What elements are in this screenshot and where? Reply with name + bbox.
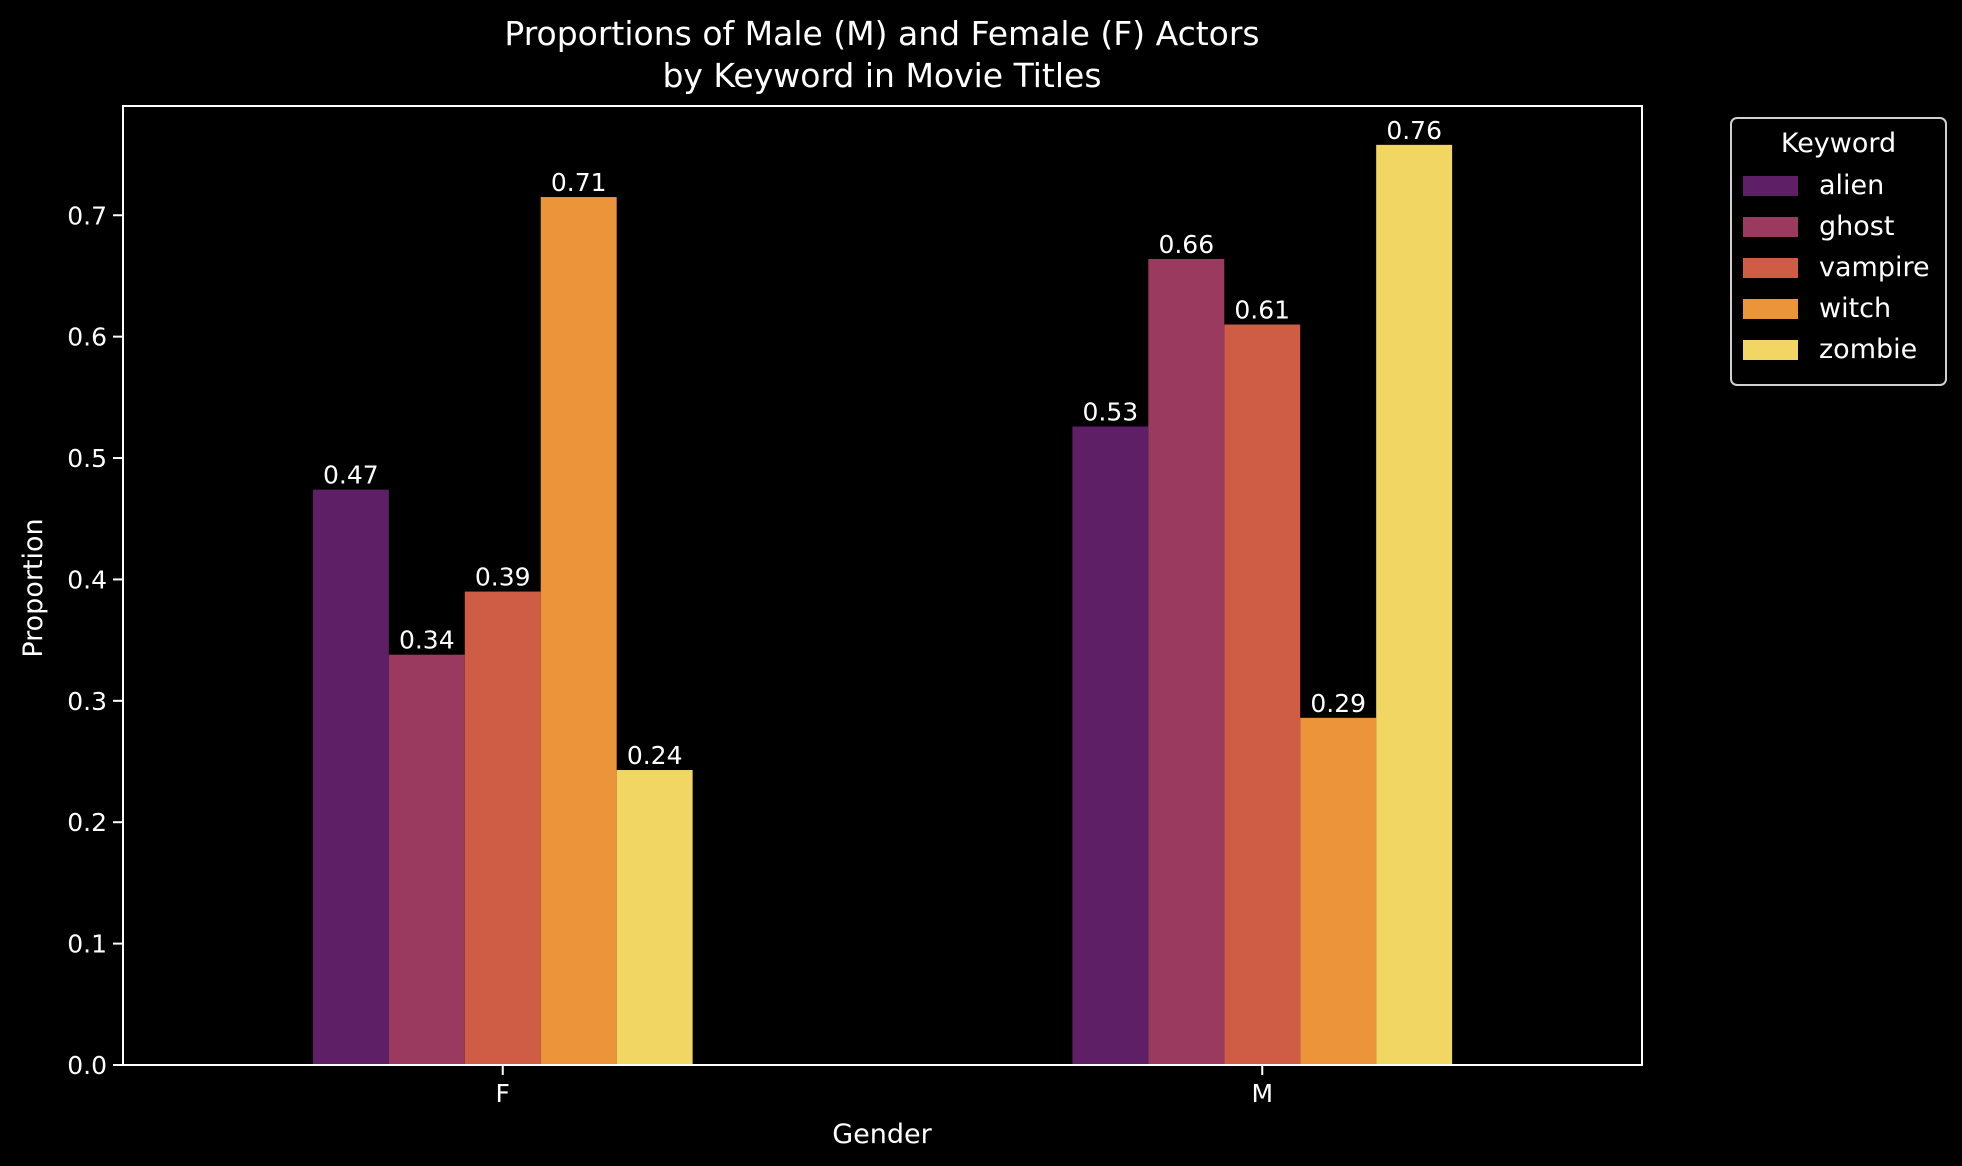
bar-vampire-M: [1224, 324, 1301, 1065]
data-label-ghost-M: 0.66: [1158, 230, 1214, 259]
plot-frame: [122, 105, 1643, 1066]
legend-label-zombie: zombie: [1819, 334, 1917, 365]
bar-alien-F: [312, 489, 389, 1066]
data-label-vampire-F: 0.39: [475, 563, 531, 592]
bar-witch-F: [540, 197, 617, 1065]
chart-title-line-2: by Keyword in Movie Titles: [662, 56, 1101, 95]
data-label-alien-F: 0.47: [323, 461, 379, 490]
data-label-zombie-M: 0.76: [1386, 116, 1442, 145]
x-tick-label: F: [496, 1079, 510, 1108]
data-label-alien-M: 0.53: [1083, 397, 1139, 426]
bar-zombie-M: [1376, 144, 1453, 1065]
data-label-zombie-F: 0.24: [627, 741, 683, 770]
data-label-witch-F: 0.71: [551, 168, 607, 197]
y-tick-label: 0.2: [67, 808, 107, 837]
legend-swatch-witch: [1743, 299, 1798, 319]
legend-label-witch: witch: [1819, 293, 1891, 324]
legend-swatch-ghost: [1743, 217, 1798, 237]
y-tick-label: 0.7: [67, 201, 107, 230]
legend-swatch-zombie: [1743, 340, 1798, 360]
bar-witch-M: [1300, 717, 1377, 1065]
y-tick-label: 0.4: [67, 565, 107, 594]
y-tick-label: 0.0: [67, 1051, 107, 1080]
bar-ghost-F: [388, 654, 465, 1065]
data-label-vampire-M: 0.61: [1234, 296, 1290, 325]
plot-area: 0.47 0.53 0.34 0.66 0.39 0.61 0.71 0.29 0.24 0.76…: [67, 105, 1643, 1108]
chart-title-line-1: Proportions of Male (M) and Female (F) A…: [504, 14, 1259, 53]
legend-label-alien: alien: [1819, 170, 1884, 201]
legend-label-ghost: ghost: [1819, 211, 1894, 242]
x-tick-label: M: [1251, 1079, 1273, 1108]
legend-title: Keyword: [1781, 128, 1896, 159]
legend-label-vampire: vampire: [1819, 252, 1930, 283]
y-tick-label: 0.1: [67, 930, 107, 959]
bar-ghost-M: [1148, 258, 1225, 1065]
y-tick-label: 0.6: [67, 323, 107, 352]
bar-alien-M: [1072, 426, 1149, 1065]
data-label-witch-M: 0.29: [1310, 689, 1366, 718]
bar-vampire-F: [464, 591, 541, 1065]
legend-swatch-vampire: [1743, 258, 1798, 278]
legend-swatch-alien: [1743, 176, 1798, 196]
y-axis-label: Proportion: [18, 518, 49, 657]
data-label-ghost-F: 0.34: [399, 626, 455, 655]
x-axis-label: Gender: [832, 1119, 932, 1150]
y-tick-label: 0.3: [67, 687, 107, 716]
legend: Keyword alien ghost vampire witch zombie: [1730, 117, 1947, 386]
y-tick-label: 0.5: [67, 444, 107, 473]
bar-zombie-F: [616, 770, 693, 1065]
